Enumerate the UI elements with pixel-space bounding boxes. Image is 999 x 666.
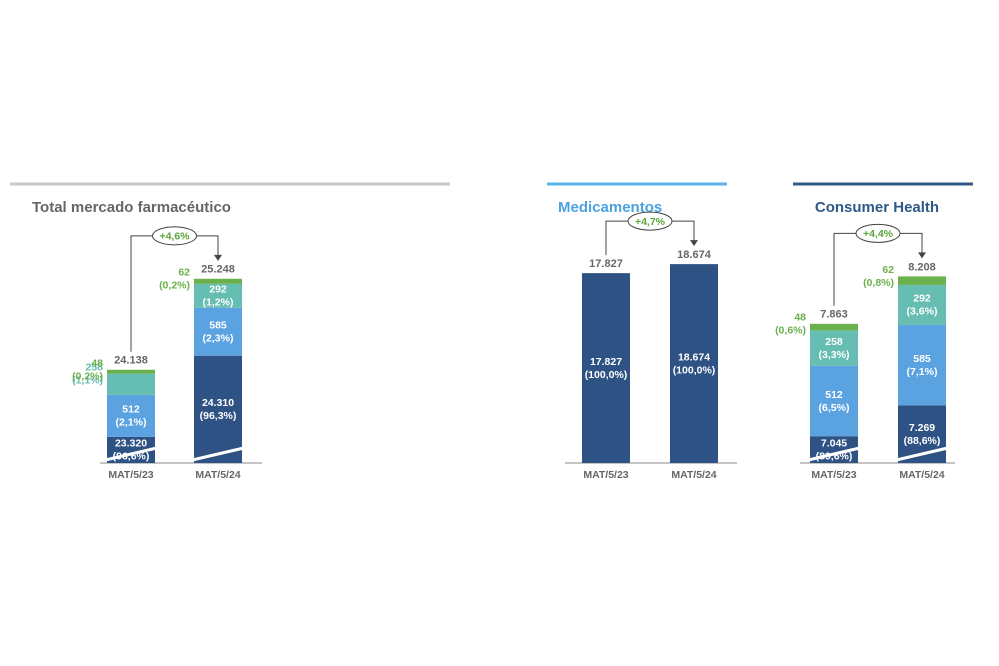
axis-break: [187, 445, 249, 463]
growth-arrow: [214, 254, 222, 261]
share-label: (2,3%): [203, 332, 234, 344]
category-label: MAT/5/24: [195, 469, 240, 481]
axis-break: [803, 445, 865, 463]
share-label: (7,1%): [907, 366, 938, 378]
value-label: 18.674: [678, 351, 710, 363]
bar-segment: [810, 365, 858, 437]
share-label: (0,8%): [863, 277, 894, 289]
bar-segment: [107, 373, 155, 395]
value-label: 292: [913, 293, 931, 305]
bar-segment: [194, 278, 242, 284]
total-label: 7.863: [820, 309, 848, 321]
value-label: 48: [794, 312, 806, 324]
bar-segment: [194, 355, 242, 463]
bar-segment: [810, 323, 858, 331]
share-label: (2,1%): [116, 417, 147, 429]
value-label: 258: [85, 361, 103, 373]
share-label: (100,0%): [673, 364, 716, 376]
bar-segment: [107, 394, 155, 437]
axis-break: [891, 445, 953, 463]
share-label: (6,5%): [819, 402, 850, 414]
total-label: 8.208: [908, 261, 936, 273]
share-label: (0,2%): [159, 280, 190, 292]
bar-segment: [194, 307, 242, 356]
growth-arrow: [690, 240, 698, 247]
total-label: 18.674: [677, 249, 712, 261]
category-label: MAT/5/23: [811, 469, 856, 481]
total-label: 24.138: [114, 355, 148, 367]
panel-title: Medicamentos: [558, 199, 662, 216]
share-label: (88,6%): [904, 435, 941, 447]
value-label: 62: [882, 264, 894, 276]
category-label: MAT/5/24: [671, 469, 716, 481]
share-label: (3,3%): [819, 349, 850, 361]
growth-arrow: [918, 252, 926, 259]
share-label: (96,6%): [113, 451, 150, 463]
share-label: (0,2%): [72, 371, 103, 383]
bar-segment: [194, 283, 242, 308]
bar-segment: [810, 330, 858, 366]
growth-bubble: [855, 223, 901, 243]
total-label: 25.248: [201, 264, 235, 276]
bar-segment: [582, 273, 630, 463]
value-label: 512: [825, 389, 843, 401]
value-label: 258: [825, 336, 843, 348]
share-label: (1,2%): [203, 297, 234, 309]
total-label: 17.827: [589, 258, 623, 270]
value-label: 292: [209, 284, 227, 296]
growth-label: +4,6%: [159, 231, 190, 243]
share-label: (96,3%): [200, 410, 237, 422]
share-label: (3,6%): [907, 306, 938, 318]
bar-segment: [898, 325, 946, 406]
value-label: 7.269: [909, 422, 935, 434]
share-label: (0,6%): [775, 325, 806, 337]
value-label: 17.827: [590, 356, 622, 368]
category-label: MAT/5/24: [899, 469, 944, 481]
value-label: 62: [178, 267, 190, 279]
category-label: MAT/5/23: [583, 469, 628, 481]
value-label: 512: [122, 404, 140, 416]
value-label: 585: [913, 353, 931, 365]
value-label: 7.045: [821, 437, 847, 449]
value-label: 23.320: [115, 438, 147, 450]
growth-label: +4,4%: [863, 228, 894, 240]
growth-bubble: [627, 211, 673, 231]
share-label: (1,1%): [72, 374, 103, 386]
value-label: 48: [91, 358, 103, 370]
bar-segment: [107, 369, 155, 374]
panel-title: Total mercado farmacéutico: [32, 199, 231, 216]
axis-break: [100, 445, 162, 463]
share-label: (100,0%): [585, 369, 628, 381]
bar-segment: [898, 284, 946, 326]
value-label: 585: [209, 319, 227, 331]
value-label: 24.310: [202, 397, 234, 409]
growth-label: +4,7%: [635, 216, 666, 228]
growth-bubble: [152, 226, 197, 246]
panel-title: Consumer Health: [815, 199, 939, 216]
bar-segment: [670, 264, 718, 463]
bar-segment: [898, 276, 946, 285]
category-label: MAT/5/23: [108, 469, 153, 481]
